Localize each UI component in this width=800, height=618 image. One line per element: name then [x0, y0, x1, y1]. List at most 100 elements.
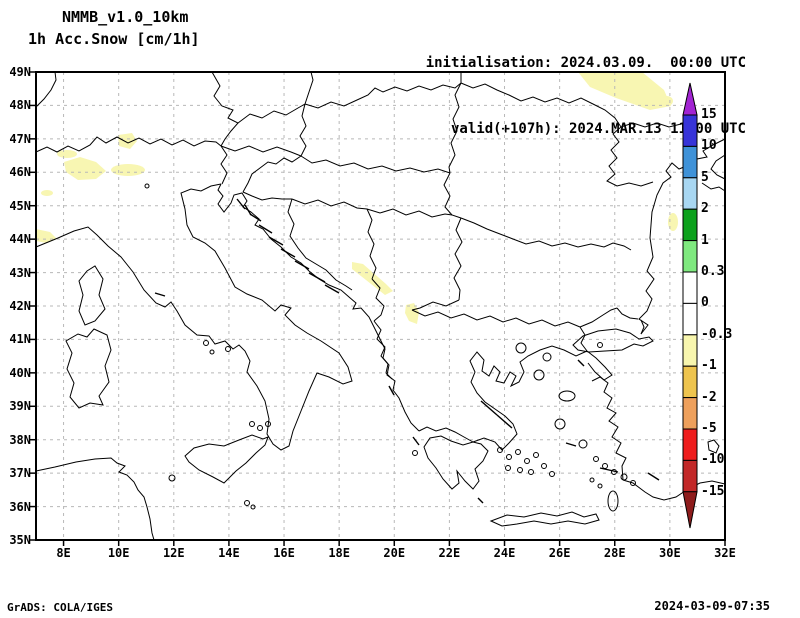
- colorbar-segment: [682, 240, 698, 273]
- island-outline: [209, 349, 215, 355]
- island-outline: [515, 342, 527, 354]
- valid-time-line: valid(+107h): 2024.MAR.13 11:00 UTC: [450, 121, 746, 137]
- coastline: [78, 265, 106, 326]
- border-line: [242, 191, 292, 201]
- colorbar-segment: [682, 177, 698, 210]
- coastline: [469, 345, 588, 451]
- x-axis-label: 32E: [714, 546, 736, 560]
- colorbar-label: 1: [701, 232, 709, 248]
- island-dash: [496, 414, 513, 429]
- island-outline: [533, 369, 545, 381]
- island-outline: [203, 340, 209, 346]
- coastline: [184, 434, 269, 484]
- colorbar-segment: [682, 208, 698, 242]
- y-axis-label: 40N: [9, 365, 31, 380]
- coastline: [180, 183, 353, 385]
- x-axis-label: 8E: [56, 546, 71, 560]
- border-line: [453, 217, 463, 301]
- border-line: [300, 155, 451, 174]
- border-line: [35, 136, 222, 153]
- colorbar-label: 2: [701, 201, 709, 217]
- colorbar-label: 0: [701, 295, 709, 311]
- island-outline: [506, 454, 512, 460]
- colorbar-label: 15: [701, 107, 717, 122]
- island-dash: [154, 292, 166, 297]
- island-outline: [578, 439, 588, 449]
- island-dash: [324, 284, 340, 294]
- x-axis-label: 20E: [383, 546, 406, 560]
- island-dash: [294, 260, 310, 270]
- snow-patch: [118, 133, 137, 149]
- coastline: [640, 319, 645, 335]
- x-axis-label: 14E: [218, 546, 240, 560]
- island-dash: [647, 472, 660, 481]
- colorbar-label: -1: [701, 358, 717, 374]
- island-dash: [388, 385, 395, 396]
- coastline: [35, 226, 318, 451]
- island-outline: [517, 467, 523, 473]
- coastlines: [35, 138, 726, 541]
- island-outline: [607, 490, 619, 512]
- coastline: [622, 479, 726, 501]
- island-dash: [249, 213, 262, 222]
- coastline: [591, 376, 627, 481]
- island-dash: [308, 272, 326, 283]
- grads-credit: GrADS: COLA/IGES: [7, 601, 113, 614]
- y-axis-label: 44N: [9, 232, 31, 247]
- snow-patch: [668, 213, 678, 231]
- border-line: [291, 198, 368, 210]
- coastline: [423, 435, 489, 490]
- island-outline: [597, 483, 603, 489]
- border-line: [443, 172, 462, 219]
- border-line: [35, 71, 57, 108]
- island-outline: [597, 342, 603, 348]
- island-outline: [249, 421, 255, 427]
- coastline: [701, 182, 726, 192]
- y-axis-label: 49N: [9, 65, 31, 79]
- colorbar-segment: [682, 302, 698, 336]
- map-frame: [35, 71, 726, 541]
- coastline: [65, 328, 112, 409]
- snow-patch: [41, 190, 53, 196]
- snow-patch: [405, 303, 419, 324]
- snow-patch: [111, 164, 145, 176]
- island-outline: [593, 456, 599, 462]
- island-dash: [236, 198, 246, 210]
- colorbar-label: 10: [701, 138, 717, 154]
- island-outline: [602, 463, 608, 469]
- x-axis-label: 24E: [493, 546, 516, 560]
- border-line: [366, 208, 377, 280]
- island-outline: [533, 452, 539, 458]
- island-outline: [528, 469, 534, 475]
- colorbar-label: -5: [701, 421, 717, 436]
- border-line: [304, 71, 314, 105]
- island-outline: [225, 346, 231, 352]
- colorbar-label: 0.3: [701, 264, 725, 279]
- island-outline: [505, 465, 511, 471]
- island-outline: [541, 463, 547, 469]
- border-line: [366, 208, 453, 218]
- island-outline: [611, 469, 617, 475]
- snow-patch: [57, 150, 77, 158]
- coastline: [489, 511, 600, 527]
- border-line: [211, 71, 239, 147]
- border-line: [220, 145, 302, 157]
- init-time-line: initialisation: 2024.03.09. 00:00 UTC: [425, 55, 746, 71]
- colorbar-segment: [682, 397, 698, 430]
- border-line: [411, 309, 581, 328]
- country-borders: [35, 71, 720, 454]
- island-dash: [599, 467, 619, 473]
- island-dash: [280, 248, 296, 258]
- snow-patch: [578, 72, 671, 110]
- island-dash: [258, 224, 273, 234]
- colorbar-label: -15: [701, 483, 725, 499]
- colorbar-label: -10: [701, 452, 725, 468]
- colorbar-label: -0.3: [701, 326, 733, 342]
- x-axis-label: 30E: [659, 546, 681, 560]
- island-dash: [477, 497, 484, 504]
- colorbar-segment: [682, 145, 698, 179]
- x-axis-label: 26E: [548, 546, 571, 560]
- y-axis-label: 39N: [9, 399, 31, 414]
